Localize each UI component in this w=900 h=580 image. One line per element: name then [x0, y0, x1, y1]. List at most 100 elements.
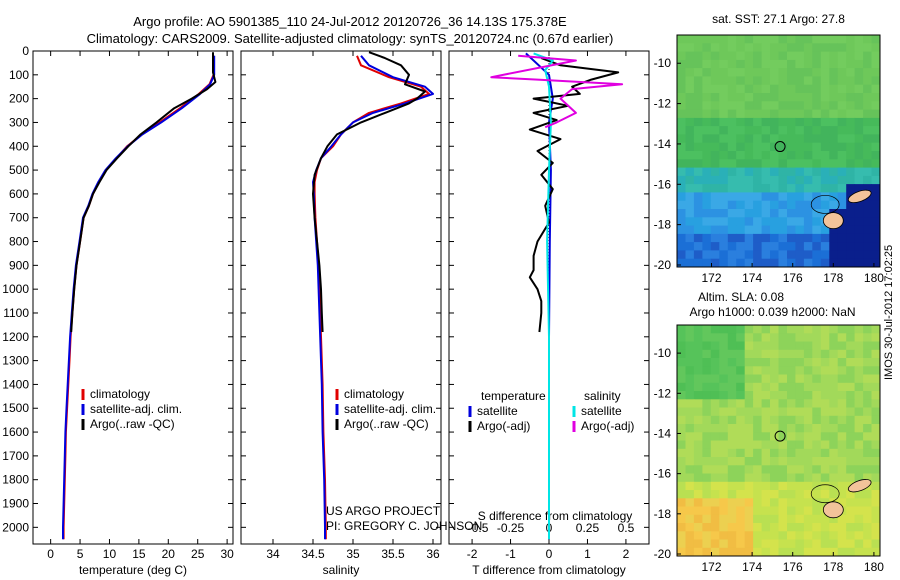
map-cell: [702, 225, 712, 235]
map-cell: [710, 382, 720, 392]
map-cell: [719, 399, 729, 408]
map-cell: [812, 43, 822, 52]
map-cell: [787, 432, 796, 441]
map-cell: [693, 184, 703, 193]
map-cell: [677, 465, 686, 474]
map-cell: [677, 349, 686, 359]
map-cell: [761, 250, 771, 260]
map-cell: [736, 250, 746, 260]
map-cell: [685, 151, 695, 160]
map-cell: [837, 68, 847, 77]
map-cell: [820, 51, 830, 61]
map-cell: [736, 358, 746, 367]
map-cell: [677, 473, 686, 483]
map-cell: [685, 117, 695, 127]
map-cell: [761, 358, 771, 367]
map-cell: [803, 490, 813, 499]
map-cell: [727, 159, 737, 168]
map-cell: [778, 465, 788, 474]
map-cell: [778, 258, 788, 268]
map-cell: [744, 382, 754, 392]
map-cell: [736, 117, 746, 127]
map-cell: [846, 209, 856, 218]
map-cell: [770, 506, 779, 516]
map-cell: [820, 432, 830, 441]
map-cell: [761, 391, 771, 400]
map-cell: [753, 424, 762, 433]
map-cell: [846, 341, 856, 351]
map-cell: [702, 109, 712, 119]
map-cell: [795, 457, 805, 466]
legend-label: satellite: [477, 404, 518, 418]
map-cell: [685, 415, 695, 425]
map-cell: [812, 93, 822, 102]
map-cell: [871, 59, 881, 69]
map-cell: [677, 333, 686, 342]
map-cell: [854, 440, 864, 450]
map-cell: [820, 167, 830, 177]
map-cell: [871, 523, 881, 532]
map-cell: [829, 333, 839, 342]
map-cell: [677, 175, 686, 185]
map-cell: [719, 142, 729, 152]
map-cell: [863, 242, 872, 251]
map-cell: [770, 217, 779, 226]
map-cell: [871, 217, 881, 226]
map-frame: [676, 34, 881, 268]
map-cell: [837, 184, 847, 193]
map-cell: [803, 432, 813, 441]
map-cell: [736, 341, 746, 351]
map-cell: [812, 76, 822, 86]
map-cell: [736, 233, 746, 243]
map-cell: [820, 349, 830, 359]
map-cell: [854, 51, 864, 61]
map-cell: [854, 134, 864, 144]
map-cell: [803, 481, 813, 491]
map-cell: [787, 159, 796, 168]
map-cell: [719, 68, 729, 77]
map-cell: [736, 167, 746, 177]
map-cell: [719, 448, 729, 458]
map-cell: [753, 200, 762, 210]
map-cell: [795, 448, 805, 458]
map-cell: [829, 382, 839, 392]
top-axis-tick-label: 0.25: [576, 521, 600, 535]
map-cell: [693, 415, 703, 425]
map-cell: [685, 506, 695, 516]
map-cell: [753, 43, 762, 52]
map-cell: [693, 250, 703, 260]
map-cell: [753, 349, 762, 359]
map-cell: [727, 514, 737, 524]
map-cell: [693, 432, 703, 441]
map-cell: [727, 225, 737, 235]
map-cell: [702, 151, 712, 160]
map-cell: [761, 225, 771, 235]
map-cell: [837, 490, 847, 499]
map-cell: [727, 498, 737, 507]
map-cell: [753, 184, 762, 193]
map-cell: [871, 457, 881, 466]
map-cell: [693, 399, 703, 408]
map-cell: [787, 514, 796, 524]
map-cell: [795, 51, 805, 61]
map-cell: [685, 200, 695, 210]
map-cell: [837, 374, 847, 384]
map-cell: [702, 93, 712, 102]
map-cell: [803, 498, 813, 507]
map-cell: [787, 217, 796, 226]
map-cell: [693, 531, 703, 540]
map-cell: [803, 151, 813, 160]
map-cell: [820, 192, 830, 202]
map-cell: [863, 134, 872, 144]
map-cell: [795, 184, 805, 193]
map-cell: [778, 200, 788, 210]
y-tick-label: 400: [9, 139, 29, 153]
pi-annotation: PI: GREGORY C. JOHNSON: [326, 519, 482, 533]
map-cell: [719, 514, 729, 524]
map-cell: [727, 142, 737, 152]
map-cell: [863, 225, 872, 235]
map-cell: [753, 399, 762, 408]
map-cell: [727, 101, 737, 110]
map-cell: [753, 68, 762, 77]
